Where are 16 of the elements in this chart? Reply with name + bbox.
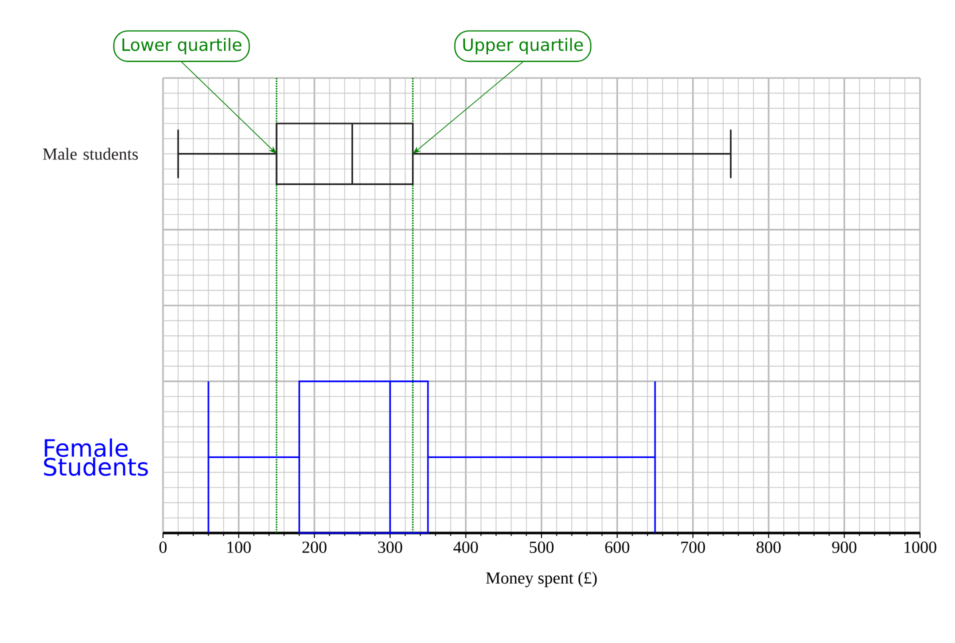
x-tick-label: 1000	[904, 542, 936, 553]
x-tick-label: 100	[227, 542, 251, 553]
x-tick-label: 800	[756, 542, 781, 553]
x-tick-label: 500	[530, 542, 554, 553]
x-tick-label: 0	[159, 542, 167, 553]
x-tick-label: 300	[378, 542, 402, 553]
annotation: Upper quartile	[463, 38, 583, 54]
x-tick-label: 200	[302, 542, 326, 553]
y-tick-label: Female Students	[44, 438, 148, 476]
x-tick-label: 900	[832, 542, 856, 553]
x-tick-label: 400	[453, 542, 478, 553]
x-axis-title: Money spent (£)	[486, 572, 597, 588]
x-tick-label: 700	[681, 542, 705, 553]
x-tick-label: 600	[605, 542, 630, 553]
y-tick-label: Male students	[42, 148, 138, 160]
annotation: Lower quartile	[122, 38, 242, 54]
